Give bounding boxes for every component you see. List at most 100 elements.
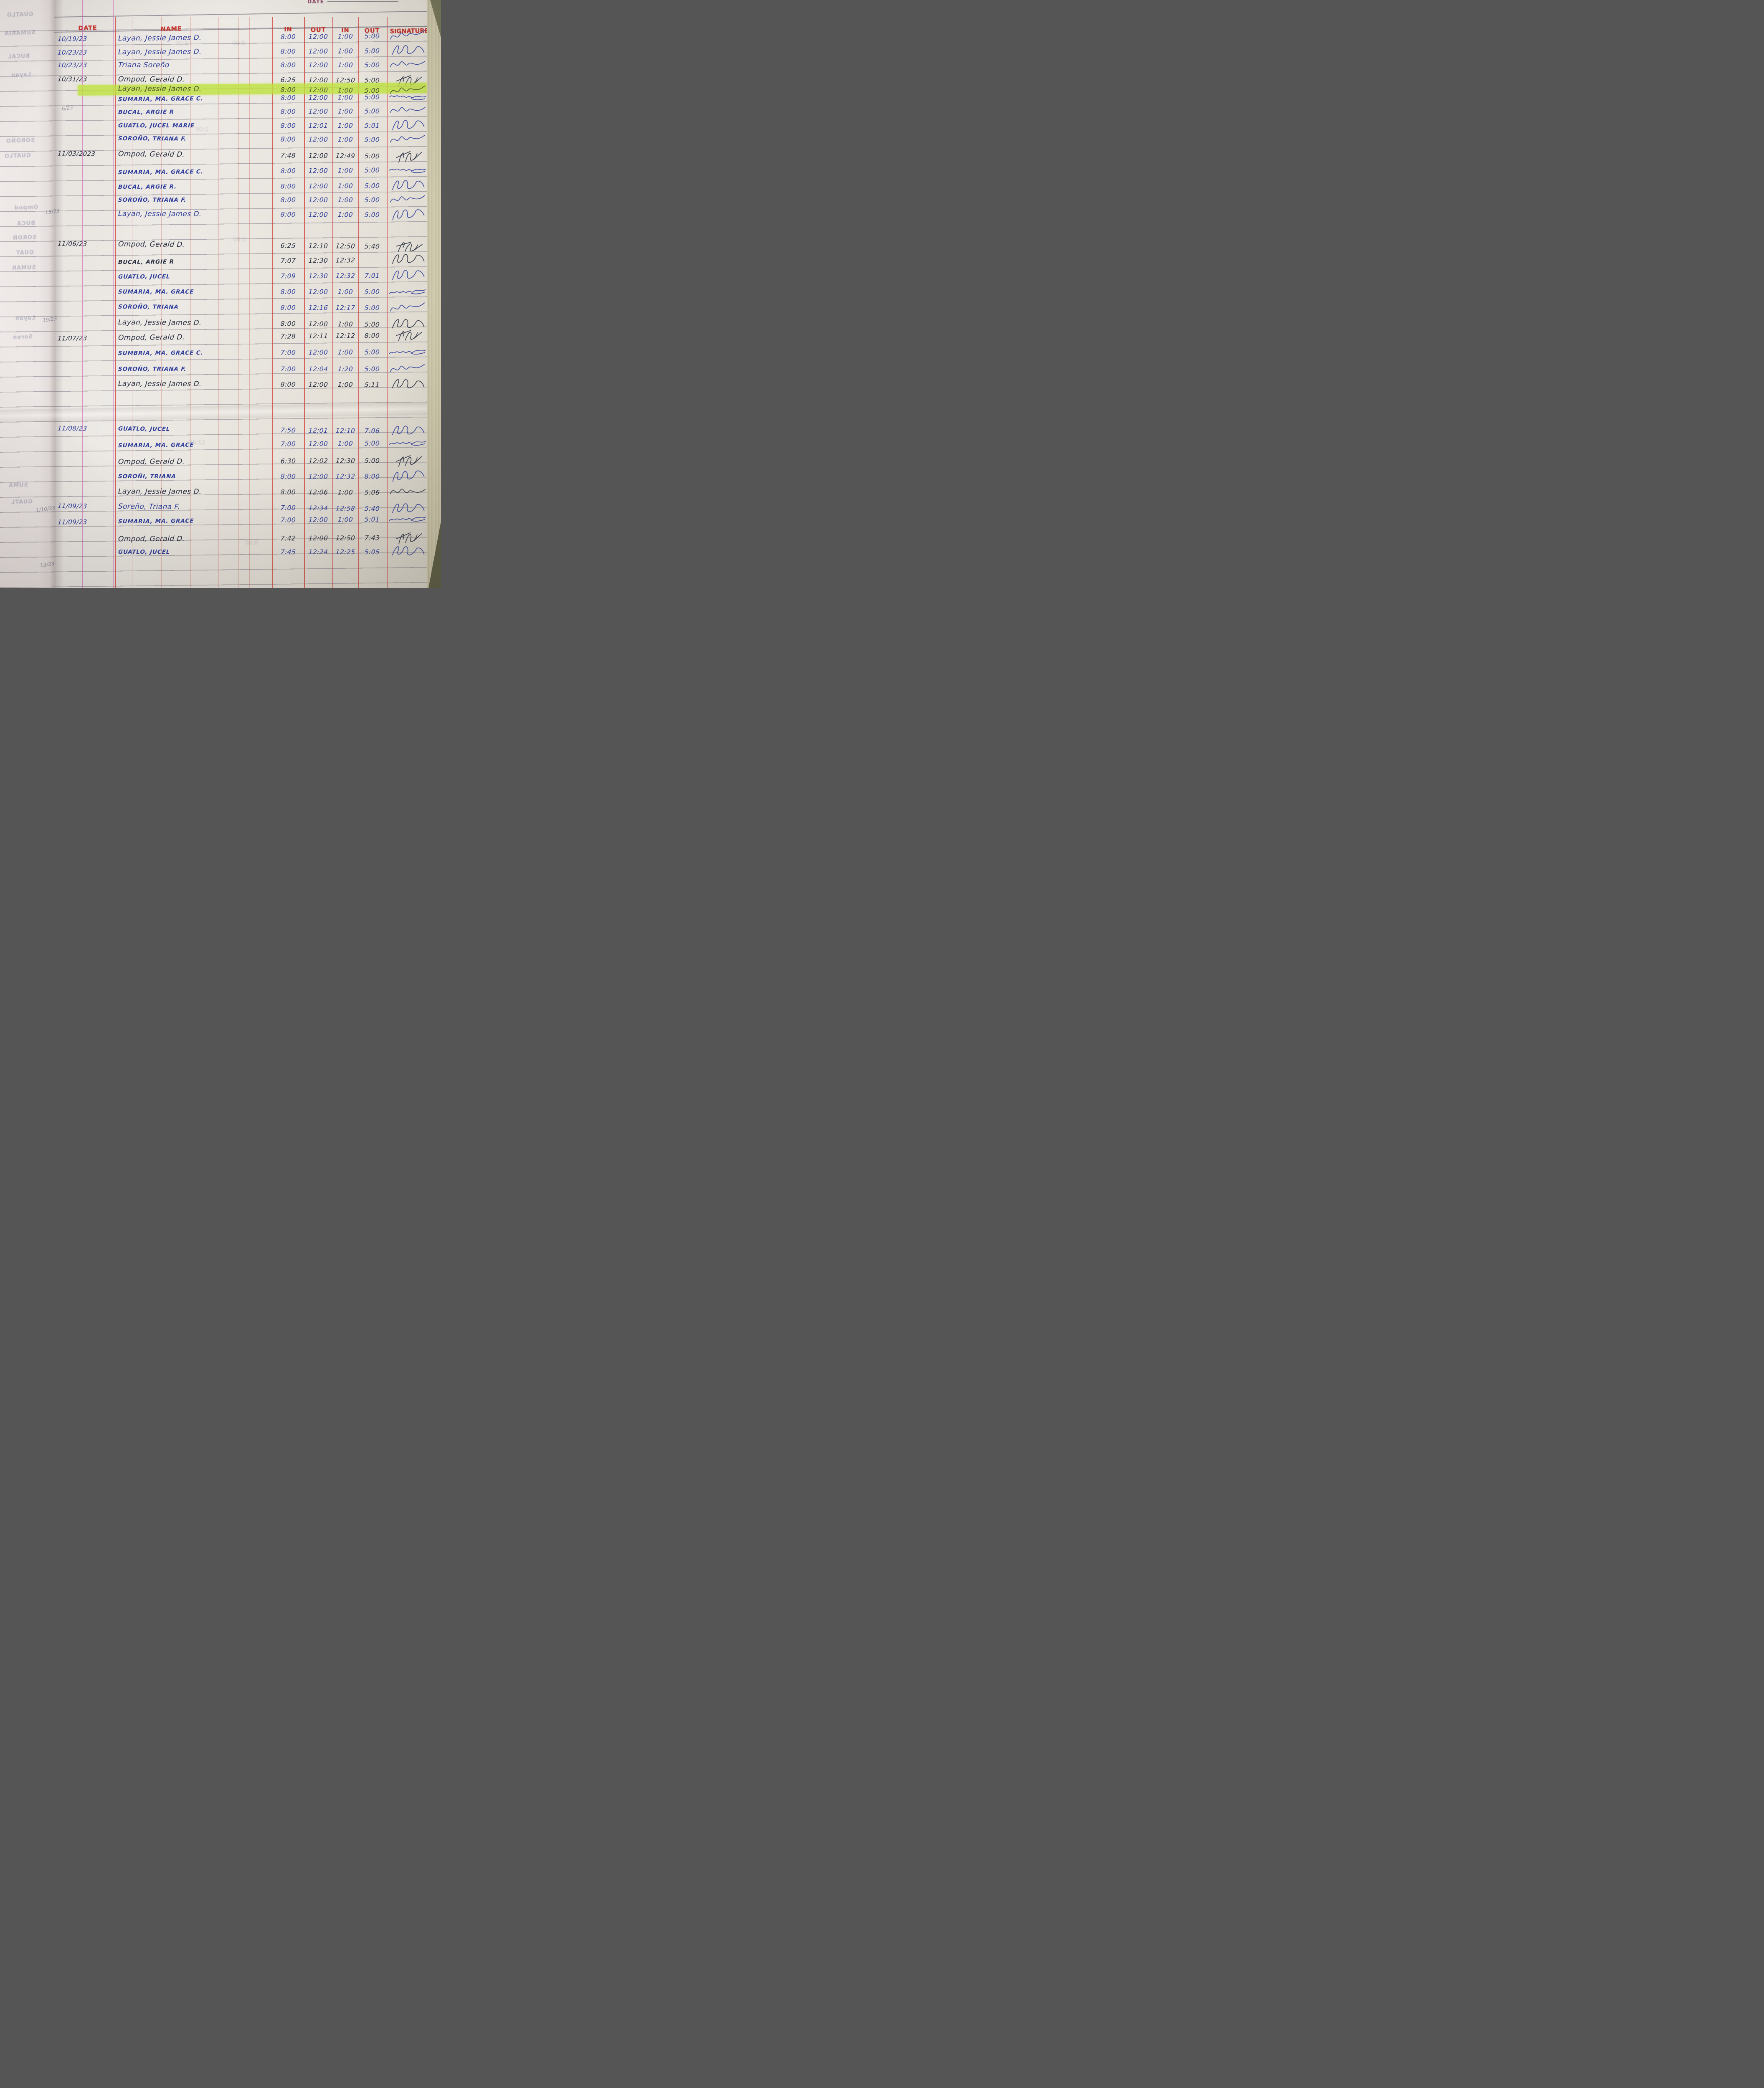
date-cell <box>57 82 115 95</box>
signature-cell <box>387 454 433 467</box>
out-am-cell: 12:00 <box>308 348 328 357</box>
in-pm-cell: 12:50 <box>335 242 356 250</box>
out-pm-cell: 7:06 <box>364 427 380 435</box>
table-row: Layan, Jessie James D. 8:00 12:00 1:00 5… <box>0 315 441 331</box>
signature-scribble-icon <box>396 455 422 467</box>
signature-scribble-icon <box>392 180 425 190</box>
in-am-cell: 6:25 <box>280 242 296 250</box>
name-cell: Ompod, Gerald D. <box>118 240 185 249</box>
preprinted-date-line <box>327 1 399 2</box>
out-am-cell: 12:00 <box>308 534 328 542</box>
ghost-time: 12:00 <box>175 40 193 47</box>
date-cell: 11/09/23 <box>57 502 88 510</box>
out-am-cell: 12:16 <box>308 304 328 312</box>
ghost-text: GUAT <box>15 249 34 256</box>
in-pm-cell: 12:25 <box>335 548 355 556</box>
signature-scribble-icon <box>389 95 426 100</box>
out-pm-cell: 5:00 <box>364 93 380 101</box>
in-pm-cell: 1:00 <box>337 94 353 101</box>
name-cell: GUATLO, JUCEL <box>118 425 170 433</box>
in-am-cell: 7:09 <box>280 272 296 280</box>
table-row: SOROÑO, TRIANA F. 8:00 12:00 1:00 5:00 <box>0 132 441 147</box>
signature-scribble-icon <box>392 546 425 556</box>
signature-scribble-icon <box>392 470 425 482</box>
name-cell: GUATLO, JUCEL <box>118 549 170 555</box>
signature-scribble-icon <box>389 441 426 446</box>
out-pm-cell: 5:00 <box>364 32 380 40</box>
signature-cell <box>387 134 433 146</box>
name-cell: SUMARIA, MA. GRACE <box>118 517 194 525</box>
name-cell: Soreño, Triana F. <box>118 502 181 512</box>
signature-scribble-icon <box>392 45 425 55</box>
out-pm-cell: 5:00 <box>364 166 380 174</box>
in-pm-cell: 12:30 <box>335 457 355 465</box>
signature-scribble-icon <box>392 270 425 280</box>
signature-cell <box>387 286 433 298</box>
signature-cell <box>387 150 433 163</box>
preprinted-date-label: DATE <box>307 0 399 5</box>
column-rule-line <box>238 17 239 588</box>
table-row: BUCAL, ARGIE R. 8:00 12:00 1:00 5:00 <box>0 180 441 194</box>
page-crease <box>0 402 441 423</box>
signature-scribble-icon <box>390 134 425 143</box>
signature-scribble-icon <box>389 289 426 294</box>
in-am-cell: 8:00 <box>280 320 296 328</box>
ghost-time: 1:00 <box>195 126 209 133</box>
in-am-cell: 8:00 <box>280 380 296 388</box>
signature-scribble-icon <box>396 75 422 87</box>
name-cell: Layan, Jessie James D. <box>118 48 202 57</box>
date-cell: 11/06/23 <box>57 240 88 248</box>
in-pm-cell: 1:00 <box>337 107 353 115</box>
column-rule-line <box>332 17 333 588</box>
in-pm-cell: 1:00 <box>337 136 353 144</box>
name-cell: GUATLO, JUCEL MARIE <box>118 122 195 129</box>
out-pm-cell: 5:00 <box>364 439 380 447</box>
table-row: 10/23/23 Layan, Jessie James D. 8:00 12:… <box>0 45 441 59</box>
signature-cell <box>387 194 433 206</box>
in-am-cell: 7:00 <box>280 349 296 357</box>
out-pm-cell: 5:00 <box>364 107 380 115</box>
in-pm-cell: 12:32 <box>335 256 355 264</box>
signature-cell <box>387 240 433 253</box>
date-cell: 10/23/23 <box>57 48 88 56</box>
name-cell: Layan, Jessie James D. <box>118 318 202 327</box>
out-pm-cell: 8:00 <box>364 332 380 340</box>
column-rule-line <box>358 17 359 588</box>
name-cell: SOROÑO, TRIANA F. <box>118 366 187 372</box>
name-cell: GUATLO, JUCEL <box>118 273 170 281</box>
column-rule-line <box>304 17 305 588</box>
in-pm-cell: 1:00 <box>337 196 353 204</box>
out-pm-cell: 5:00 <box>364 288 380 296</box>
table-row: BUCAL, ARGIE R 8:00 12:00 1:00 5:00 <box>0 105 441 119</box>
signature-cell <box>387 74 433 87</box>
signature-scribble-icon <box>390 86 425 94</box>
in-pm-cell: 12:50 <box>335 534 355 542</box>
in-pm-cell: 1:00 <box>337 167 353 175</box>
in-pm-cell: 1:00 <box>337 440 353 448</box>
name-cell: SUMARIA, MA. GRACE <box>118 289 194 295</box>
out-pm-cell: 5:00 <box>364 47 380 55</box>
date-cell: 10/19/23 <box>57 35 88 43</box>
signature-cell <box>387 329 433 342</box>
name-cell: SOROÑO, TRIANA F. <box>118 197 187 203</box>
table-row: BUCAL, ARGIE R 7:07 12:30 12:32 <box>0 253 441 269</box>
out-pm-cell: 5:01 <box>364 515 380 523</box>
in-am-cell: 7:07 <box>280 257 296 265</box>
table-row: 11/07/23 Ompod, Gerald D. 7:28 12:11 12:… <box>0 329 441 345</box>
table-row: SOROÑO, TRIANA 8:00 12:16 12:17 5:00 <box>0 300 441 315</box>
out-am-cell: 12:01 <box>308 426 329 435</box>
out-am-cell: 12:30 <box>308 272 328 280</box>
out-pm-cell: 5:06 <box>364 489 380 497</box>
date-cell <box>57 166 115 179</box>
signature-scribble-icon <box>389 517 426 522</box>
out-pm-cell: 5:05 <box>364 548 380 556</box>
table-row: GUATLO, JUCEL 7:09 12:30 12:32 7:01 <box>0 269 441 284</box>
date-cell: 10/23/23 <box>57 61 88 69</box>
signature-scribble-icon <box>392 120 425 130</box>
table-row: Layan, Jessie James D. 8:00 12:00 1:00 5… <box>0 81 441 97</box>
signature-scribble-icon <box>396 241 423 252</box>
date-cell <box>57 363 115 375</box>
out-am-cell: 12:00 <box>308 380 328 389</box>
ghost-text: Layan <box>15 315 35 322</box>
in-pm-cell: 1:00 <box>337 288 353 296</box>
